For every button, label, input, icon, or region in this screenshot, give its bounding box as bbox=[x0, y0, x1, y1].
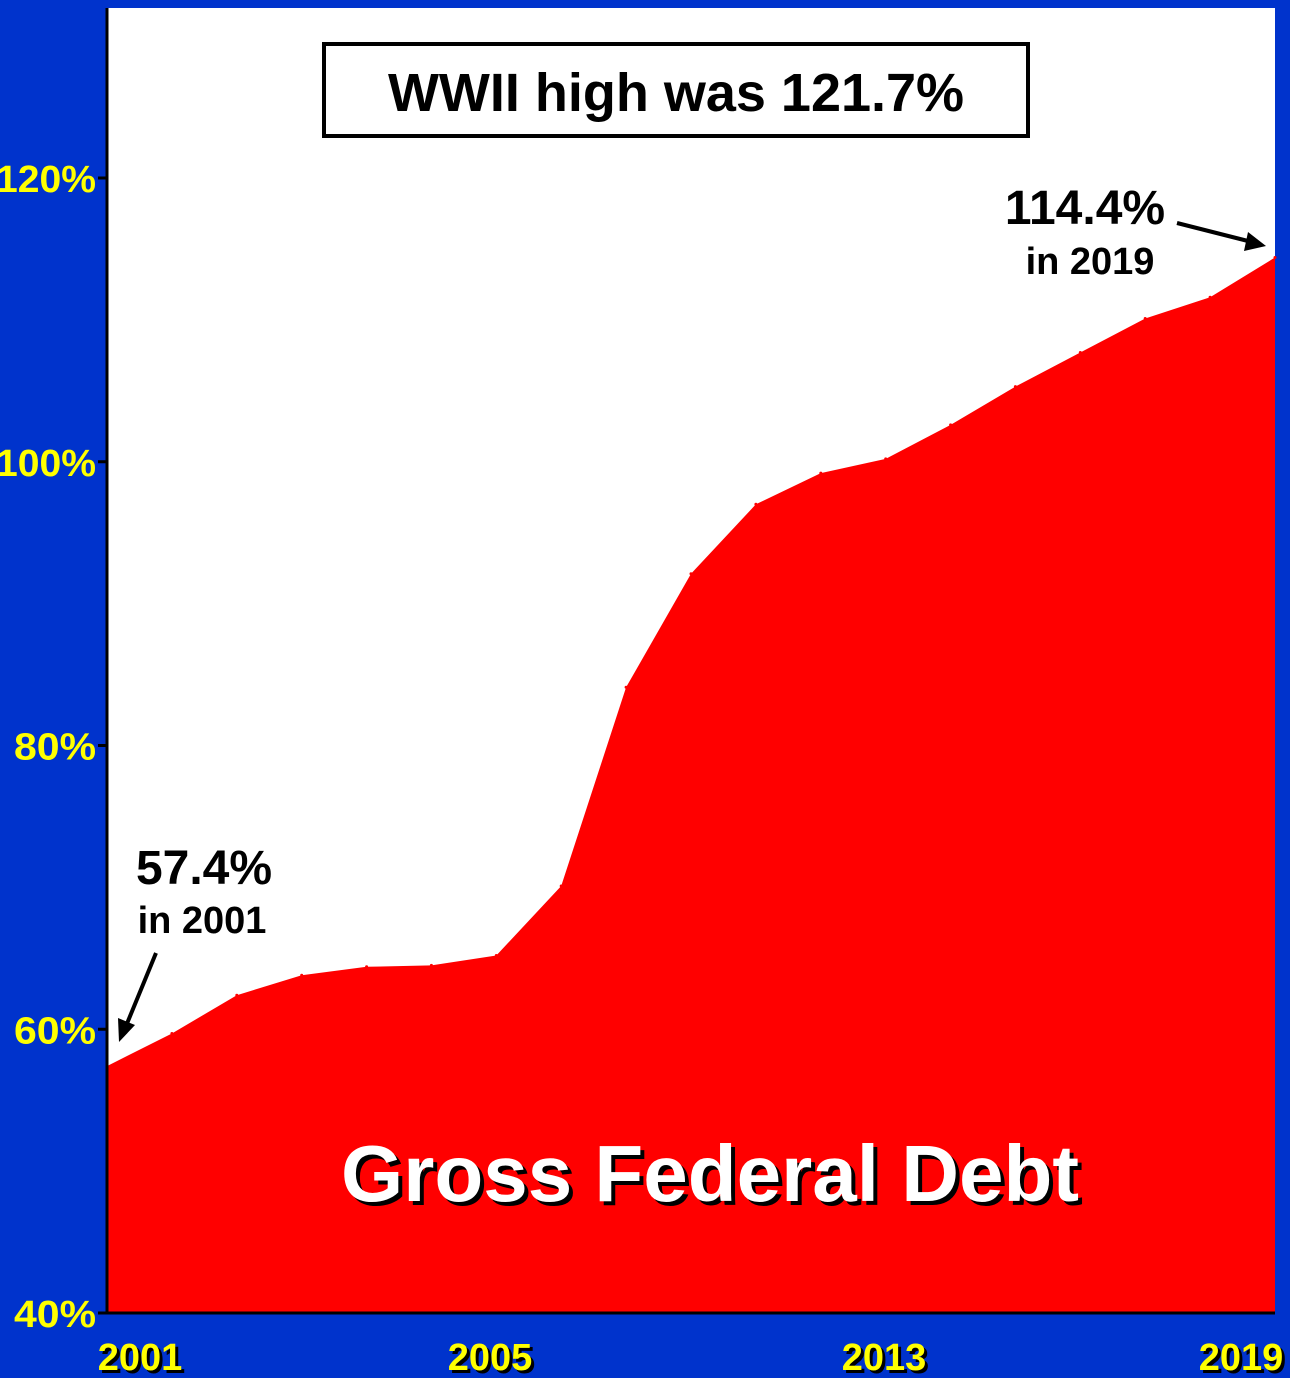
start-arrow-head bbox=[118, 1018, 135, 1042]
start-year-label: in 2001 bbox=[138, 900, 267, 942]
x-tick-label-shadow: 2013 bbox=[845, 1340, 930, 1378]
y-tick-label: 100% bbox=[0, 443, 96, 485]
end-arrow-head bbox=[1244, 232, 1266, 251]
x-tick-label: 2019 bbox=[1199, 1337, 1284, 1378]
data-point-2004 bbox=[300, 973, 304, 977]
start-value-label: 57.4% bbox=[136, 842, 272, 895]
data-point-2015 bbox=[1013, 385, 1017, 389]
data-point-2012 bbox=[819, 471, 823, 475]
y-tick-label: 40% bbox=[14, 1294, 96, 1336]
note-text: WWII high was 121.7% bbox=[388, 63, 964, 123]
data-point-2017 bbox=[1143, 317, 1147, 320]
data-point-2010 bbox=[689, 572, 693, 576]
y-tick-label: 60% bbox=[14, 1010, 96, 1052]
data-point-2007 bbox=[494, 954, 498, 957]
x-tick-label: 2001 bbox=[98, 1337, 183, 1378]
data-point-2002 bbox=[170, 1032, 174, 1035]
x-tick-label-shadow: 2019 bbox=[1202, 1340, 1287, 1378]
debt-area bbox=[107, 257, 1275, 1313]
data-point-2016 bbox=[1078, 351, 1082, 354]
data-point-2011 bbox=[754, 502, 758, 506]
data-point-2008 bbox=[559, 884, 563, 888]
data-point-2005 bbox=[365, 965, 369, 969]
end-value-label: 114.4% bbox=[1005, 182, 1165, 235]
data-point-2003 bbox=[235, 993, 239, 997]
x-tick-label-shadow: 2005 bbox=[451, 1340, 536, 1378]
series-label: Gross Federal Debt bbox=[341, 1129, 1079, 1218]
data-point-2014 bbox=[949, 423, 953, 427]
y-axis: 40% 60% 80% 100% 120% bbox=[0, 8, 109, 1336]
data-point-2018 bbox=[1208, 295, 1212, 299]
series-label-shadow: Gross Federal Debt bbox=[345, 1133, 1083, 1222]
data-point-2006 bbox=[429, 963, 433, 967]
x-tick-label: 2005 bbox=[448, 1337, 533, 1378]
data-point-2013 bbox=[884, 457, 888, 461]
y-tick-label: 120% bbox=[0, 159, 96, 201]
start-arrow bbox=[124, 952, 158, 1027]
data-point-2019 bbox=[1273, 256, 1277, 259]
end-arrow bbox=[1176, 221, 1249, 243]
x-tick-label-shadow: 2001 bbox=[101, 1340, 186, 1378]
x-tick-label: 2013 bbox=[842, 1337, 927, 1378]
end-year-label: in 2019 bbox=[1026, 241, 1155, 283]
data-point-2009 bbox=[624, 685, 628, 689]
note-box bbox=[322, 42, 1030, 138]
y-tick-label: 80% bbox=[14, 727, 96, 769]
